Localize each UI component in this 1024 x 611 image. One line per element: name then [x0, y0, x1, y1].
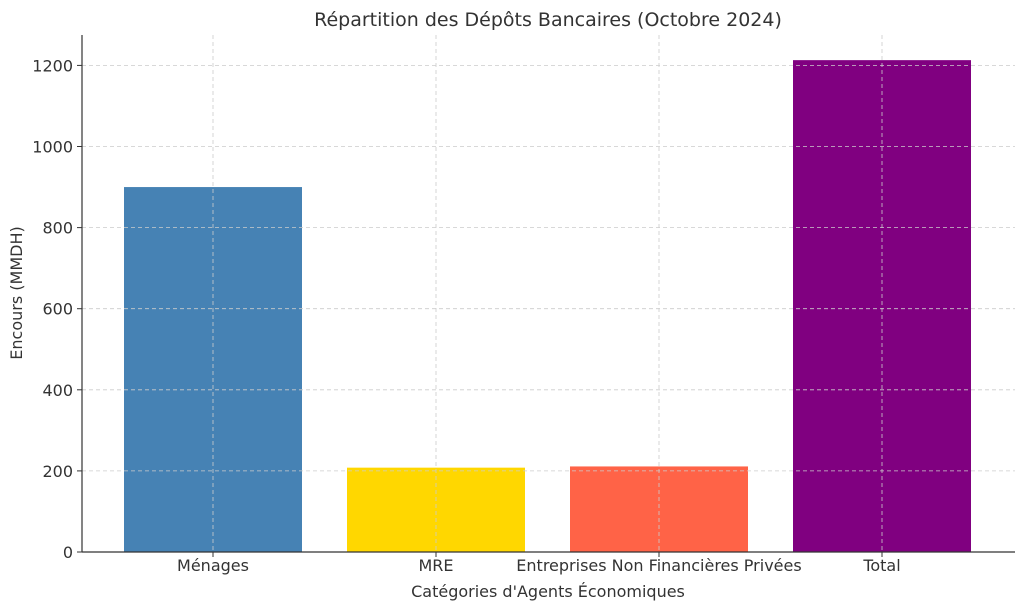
- y-tick-label: 600: [42, 300, 73, 319]
- bar: [570, 466, 748, 552]
- x-ticks: Ménages MRE Entreprises Non Financières Pr…: [177, 552, 901, 575]
- y-tick-label: 200: [42, 462, 73, 481]
- x-tick-label: MRE: [418, 556, 453, 575]
- bars: [124, 60, 971, 553]
- x-tick-label: Total: [862, 556, 900, 575]
- y-ticks: 0 200 400 600 800 1000 1200: [32, 56, 82, 562]
- x-tick-label: Ménages: [177, 556, 249, 575]
- y-axis-label: Encours (MMDH): [7, 226, 26, 359]
- grid-lines: [82, 35, 1015, 552]
- y-tick-label: 1200: [32, 56, 73, 75]
- axes: [81, 35, 1015, 553]
- bar: [347, 467, 525, 552]
- chart-title: Répartition des Dépôts Bancaires (Octobr…: [314, 9, 782, 31]
- x-axis-label: Catégories d'Agents Économiques: [411, 582, 685, 601]
- y-tick-label: 1000: [32, 138, 73, 157]
- y-tick-label: 400: [42, 381, 73, 400]
- x-tick-label: Entreprises Non Financières Privées: [516, 556, 801, 575]
- y-tick-label: 0: [63, 543, 73, 562]
- y-tick-label: 800: [42, 219, 73, 238]
